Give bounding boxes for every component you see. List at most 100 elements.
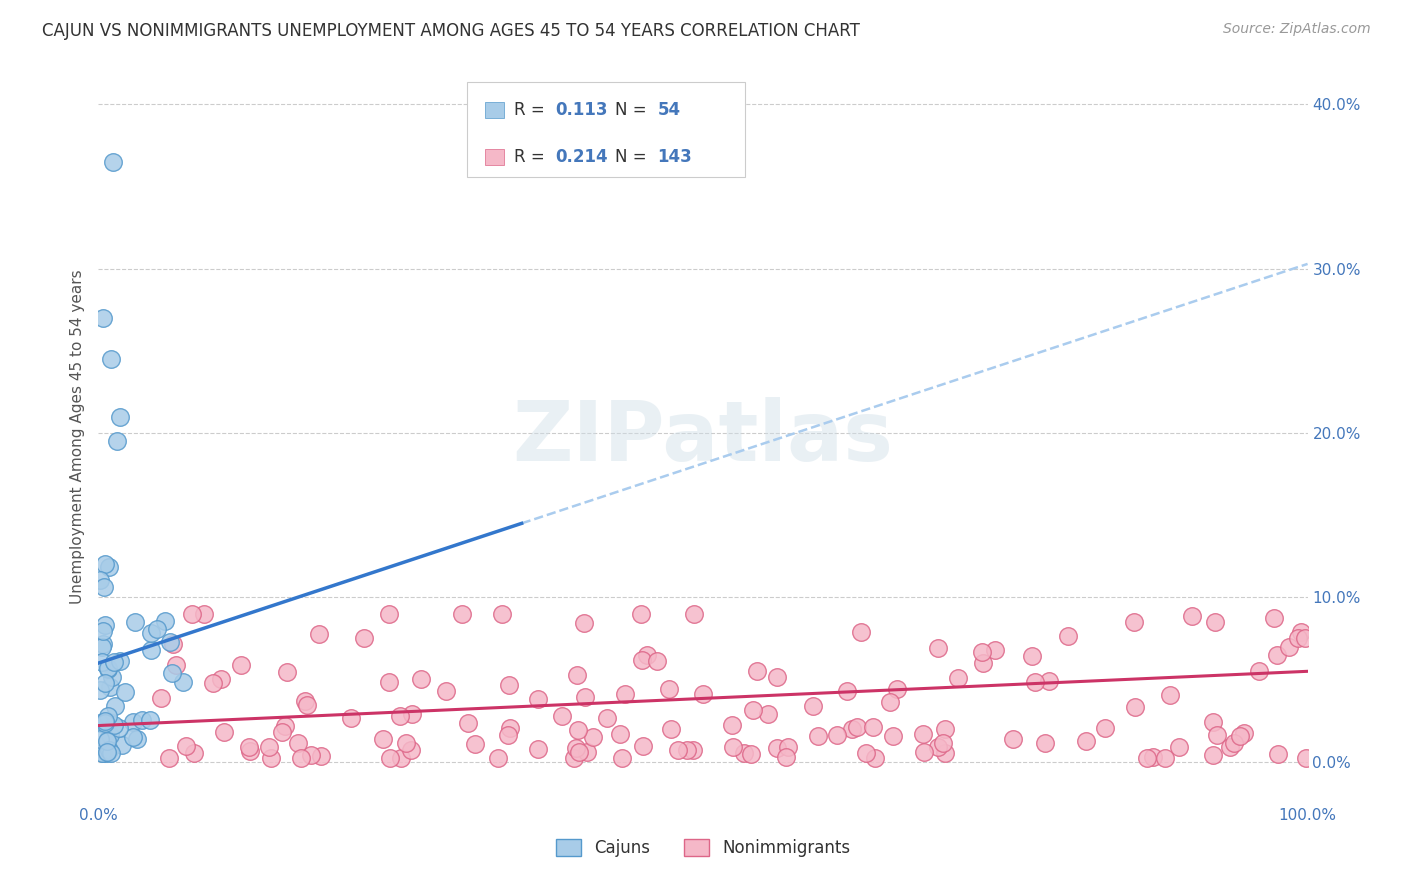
Point — [122, 730, 145, 744]
Point — [886, 682, 908, 697]
Point — [270, 724, 292, 739]
Point — [567, 723, 589, 737]
Point — [380, 751, 402, 765]
Point — [201, 676, 224, 690]
Point — [209, 673, 232, 687]
Point — [1122, 615, 1144, 629]
Point — [146, 622, 169, 636]
Point — [567, 668, 589, 682]
Point — [1181, 609, 1204, 624]
Point — [100, 670, 122, 684]
Point — [1136, 751, 1159, 765]
Point — [863, 751, 886, 765]
Point — [1202, 748, 1225, 763]
Point — [568, 745, 591, 759]
Point — [765, 670, 787, 684]
Point — [172, 674, 194, 689]
Point — [94, 618, 117, 632]
Text: 143: 143 — [658, 148, 692, 166]
Point — [107, 721, 129, 735]
Point — [89, 715, 111, 730]
Point — [434, 684, 457, 698]
Point — [105, 434, 128, 449]
Point — [91, 746, 114, 760]
Text: 54: 54 — [658, 101, 681, 119]
Point — [139, 713, 162, 727]
Point — [807, 729, 830, 743]
Point — [801, 698, 824, 713]
Point — [94, 675, 117, 690]
Point — [647, 654, 669, 668]
Point — [299, 747, 322, 762]
Point — [260, 751, 283, 765]
Point — [96, 734, 118, 748]
Point — [193, 607, 215, 621]
Point — [574, 690, 596, 704]
Point — [122, 714, 145, 729]
Point — [451, 607, 474, 621]
Point — [97, 660, 120, 674]
Point — [636, 648, 658, 663]
Point — [378, 675, 401, 690]
Point — [835, 684, 858, 698]
Point — [139, 643, 162, 657]
Point — [98, 743, 121, 757]
Point — [100, 747, 122, 761]
Point — [1024, 675, 1046, 690]
Point — [90, 655, 112, 669]
Point — [1204, 615, 1226, 629]
Point — [1202, 714, 1225, 729]
Point — [630, 607, 652, 621]
Point — [1295, 750, 1317, 764]
Point — [89, 732, 111, 747]
Point — [165, 657, 187, 672]
Point — [401, 706, 423, 721]
Point — [231, 658, 253, 673]
Point — [159, 635, 181, 649]
Point — [614, 687, 637, 701]
Point — [108, 409, 131, 424]
Point — [98, 681, 121, 695]
Point — [745, 664, 768, 678]
Point — [491, 607, 513, 621]
Point — [932, 736, 955, 750]
Point — [93, 714, 115, 729]
Point — [149, 690, 172, 705]
Point — [276, 665, 298, 679]
Point — [91, 747, 114, 761]
Point — [675, 743, 697, 757]
Legend: Cajuns, Nonimmigrants: Cajuns, Nonimmigrants — [550, 832, 856, 864]
Point — [378, 607, 401, 621]
Point — [93, 637, 115, 651]
Point — [340, 711, 363, 725]
Point — [389, 751, 412, 765]
Point — [631, 739, 654, 754]
Point — [108, 654, 131, 668]
Point — [740, 747, 762, 761]
Point — [464, 737, 486, 751]
Point — [610, 751, 633, 765]
Point — [103, 717, 125, 731]
Point — [124, 615, 146, 629]
Point — [498, 678, 520, 692]
Point — [1294, 632, 1316, 646]
Point — [609, 727, 631, 741]
Y-axis label: Unemployment Among Ages 45 to 54 years: Unemployment Among Ages 45 to 54 years — [70, 269, 86, 605]
Text: R =: R = — [513, 148, 550, 166]
Point — [162, 637, 184, 651]
Point — [496, 728, 519, 742]
Point — [946, 671, 969, 685]
Point — [983, 643, 1005, 657]
FancyBboxPatch shape — [467, 82, 745, 178]
Point — [353, 632, 375, 646]
Point — [373, 731, 395, 746]
Point — [157, 751, 180, 765]
Point — [90, 640, 112, 654]
Point — [409, 672, 432, 686]
Text: N =: N = — [616, 148, 652, 166]
Point — [93, 580, 115, 594]
Point — [395, 736, 418, 750]
Point — [486, 751, 509, 765]
Point — [582, 730, 605, 744]
Point — [89, 683, 111, 698]
